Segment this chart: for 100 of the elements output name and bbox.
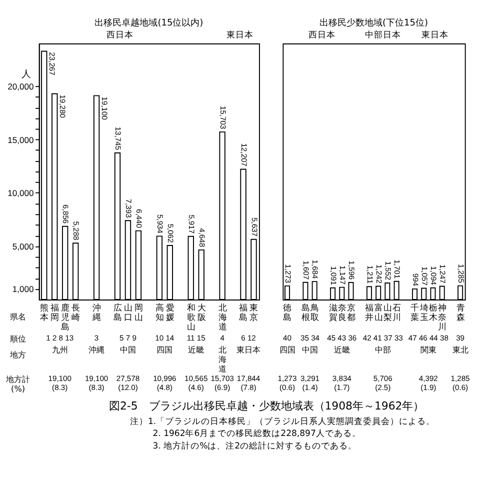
x-tick-label: 石川: [392, 303, 402, 323]
x-tick-label: 福岡: [50, 302, 60, 323]
y-tick-label: 20,000: [8, 81, 34, 92]
data-label: 1,094: [429, 266, 438, 286]
data-label: 6,440: [134, 208, 144, 228]
x-tick-label: 京都: [346, 302, 356, 323]
x-tick-label: 奈良: [338, 302, 347, 323]
text: 西日本: [106, 30, 134, 41]
data-label: 1,684: [310, 260, 320, 279]
x-tick-label: 鹿児島: [61, 302, 70, 332]
y-tick-label: 1,000: [12, 284, 34, 294]
text: 西日本: [308, 30, 336, 41]
text: 42 41 37 33: [362, 333, 403, 342]
x-tick-label: 青森: [456, 302, 466, 323]
text: 47 46 44 38: [408, 333, 448, 342]
y-tick-label: 10,000: [8, 188, 34, 198]
data-label: 15,703: [218, 106, 228, 130]
text: 東日本: [421, 30, 448, 41]
text: 1,273 (0.6): [278, 374, 297, 392]
data-label: 1,285: [456, 264, 466, 283]
x-tick-label: 山口: [124, 302, 133, 323]
text: 10,565 (4.6): [184, 374, 208, 392]
text: 5 7 9: [120, 333, 136, 342]
x-tick-label: 栃木: [428, 302, 438, 323]
text: 39: [456, 333, 465, 342]
text: 3: [94, 333, 99, 342]
x-tick-label: 山梨: [383, 302, 392, 323]
text: 3,291 (1.4): [300, 374, 320, 392]
text: 17,844 (7.8): [236, 374, 260, 392]
x-tick-label: 長崎: [72, 302, 81, 323]
x-tick-label: 岡山: [134, 303, 144, 323]
x-tick-label: 鳥取: [310, 302, 320, 323]
x-tick-label: 神奈川: [438, 302, 448, 332]
data-label: 13,745: [114, 126, 123, 150]
data-label: 23,267: [48, 52, 57, 76]
text: 注）1.「ブラジルの日本移民」（ブラジル日系人実態調査委員会）による。: [130, 416, 436, 427]
data-label: 1,552: [384, 261, 393, 280]
x-tick-label: 千葉: [410, 302, 420, 323]
chart-title: 出移民少数地域(下位15位): [320, 17, 428, 28]
x-tick-label: 熊本: [40, 302, 50, 323]
data-label: 1,242: [374, 264, 384, 284]
data-label: 1,091: [328, 266, 338, 286]
data-label: 4,648: [197, 228, 206, 248]
x-tick-label: 沖縄: [92, 302, 102, 323]
x-tick-label: 和歌山: [186, 302, 196, 332]
text: 1,285 (0.6): [450, 374, 470, 392]
text: 3. 地方計の%は、注2の総計に対するものである。: [152, 440, 358, 452]
text: 15,703 (6.9): [210, 374, 234, 392]
text: 図2-5 ブラジル出移民卓越・少数地域表（1908年～1962年）: [108, 400, 424, 413]
text: 10,996 (4.8): [153, 374, 176, 392]
text: 4: [220, 333, 224, 342]
data-label: 1,596: [347, 260, 356, 280]
y-axis-title: 人: [22, 69, 31, 80]
data-label: 5,934: [156, 214, 165, 234]
x-tick-label: 富山: [374, 302, 384, 323]
text: 10 14: [155, 333, 174, 342]
x-tick-label: 埼玉: [418, 302, 429, 323]
text: 4,392 (1.9): [418, 374, 438, 392]
data-label: 5,917: [186, 214, 196, 234]
data-label: 6,856: [61, 204, 70, 224]
y-tick-label: 15,000: [8, 134, 34, 145]
text: 3,834 (1.7): [332, 374, 352, 392]
x-tick-label: 福井: [365, 302, 374, 323]
data-label: 7,393: [124, 198, 134, 218]
x-tick-label: 大阪: [197, 302, 206, 323]
x-tick-label: 愛媛: [166, 302, 175, 323]
text: 中部日本: [364, 30, 401, 41]
x-tick-label: 徳島: [283, 302, 292, 323]
data-label: 19,100: [100, 96, 110, 120]
data-label: 1,057: [420, 266, 429, 286]
data-label: 1,147: [338, 265, 348, 284]
data-label: 5,062: [166, 224, 176, 243]
data-label: 19,280: [58, 94, 68, 118]
text: 45 43 36: [327, 333, 357, 342]
y-tick-label: 5,000: [12, 241, 34, 252]
x-tick-label: 広島: [113, 302, 122, 323]
text: 19,100 (8.3): [84, 374, 108, 392]
text: 35 34: [300, 333, 320, 342]
x-tick-label: 北海道: [218, 302, 228, 332]
text: 19,100 (8.3): [48, 374, 72, 392]
data-label: 994: [410, 273, 420, 286]
data-label: 1,701: [392, 260, 402, 279]
x-tick-label: 滋賀: [328, 302, 338, 323]
chart-title: 出移民卓越地域(15位以内): [94, 17, 204, 28]
x-tick-label: 島根: [301, 302, 310, 323]
text: 1 2 8 13: [46, 333, 74, 342]
x-tick-label: 東京: [250, 302, 259, 323]
text: 東日本: [226, 30, 254, 41]
text: 6 12: [241, 333, 256, 342]
text: 11 15: [186, 333, 206, 342]
text: 40: [283, 333, 292, 342]
x-tick-label: 高知: [155, 302, 164, 323]
text: 27,578 (12.0): [116, 374, 140, 392]
data-label: 5,288: [72, 221, 81, 240]
data-label: 12,207: [239, 143, 248, 166]
data-label: 1,211: [365, 265, 374, 284]
text: 5,706 (2.5): [373, 374, 392, 392]
data-label: 1,247: [438, 264, 448, 284]
data-label: 5,637: [250, 218, 259, 237]
text: 2. 1962年6月までの移民総数は228,897人である。: [152, 428, 361, 440]
